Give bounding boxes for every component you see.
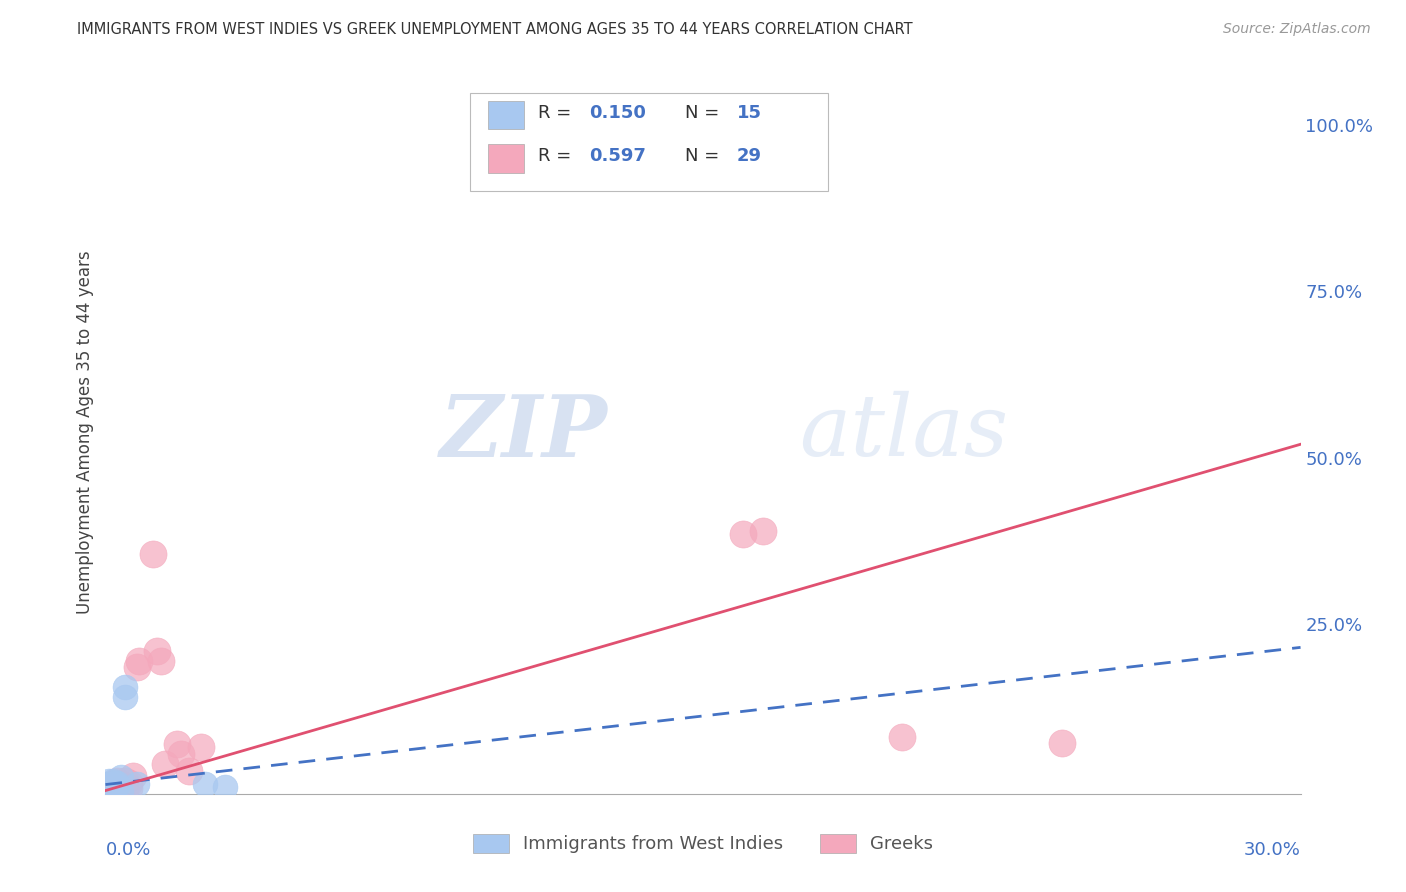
Point (98, 773, 121, 788)
FancyBboxPatch shape (488, 145, 524, 172)
Point (107, 777, 129, 791)
Text: R =: R = (538, 103, 576, 121)
Text: 29: 29 (737, 147, 762, 165)
Point (1050, 736, 1073, 750)
Point (114, 681, 136, 695)
Point (153, 756, 177, 771)
Point (190, 740, 212, 755)
Point (731, 527, 754, 541)
Point (103, 780, 125, 795)
Point (122, 769, 145, 783)
Point (142, 547, 165, 561)
Point (146, 643, 169, 657)
Text: 0.597: 0.597 (589, 147, 647, 165)
Text: IMMIGRANTS FROM WEST INDIES VS GREEK UNEMPLOYMENT AMONG AGES 35 TO 44 YEARS CORR: IMMIGRANTS FROM WEST INDIES VS GREEK UNE… (77, 22, 912, 37)
Point (170, 747, 193, 761)
Point (107, 773, 129, 788)
Point (103, 777, 125, 791)
Point (110, 770, 132, 784)
Text: R =: R = (538, 147, 576, 165)
Text: 0.150: 0.150 (589, 103, 647, 121)
Point (114, 773, 136, 788)
Point (633, 118, 655, 132)
Text: 15: 15 (737, 103, 762, 121)
Point (104, 775, 127, 789)
Y-axis label: Unemployment Among Ages 35 to 44 years: Unemployment Among Ages 35 to 44 years (76, 251, 94, 615)
Point (98, 777, 121, 791)
Text: 30.0%: 30.0% (1244, 841, 1301, 859)
Point (103, 777, 125, 791)
Point (118, 780, 141, 795)
Point (107, 780, 129, 795)
Point (114, 780, 136, 795)
Point (118, 775, 141, 789)
Text: N =: N = (685, 147, 725, 165)
Point (110, 780, 132, 795)
Point (103, 773, 125, 788)
Point (127, 660, 149, 674)
Point (103, 780, 125, 795)
Point (214, 780, 236, 795)
Point (128, 654, 150, 668)
Point (98, 778, 121, 792)
Point (194, 777, 217, 791)
Point (177, 764, 201, 778)
Point (150, 654, 173, 668)
Point (114, 690, 136, 705)
Text: N =: N = (685, 103, 725, 121)
Text: 0.0%: 0.0% (105, 841, 150, 859)
Point (107, 775, 129, 789)
Point (110, 777, 132, 791)
Text: Source: ZipAtlas.com: Source: ZipAtlas.com (1223, 22, 1371, 37)
Legend: Immigrants from West Indies, Greeks: Immigrants from West Indies, Greeks (465, 827, 941, 861)
Point (98, 780, 121, 795)
Point (127, 777, 149, 791)
Point (110, 783, 132, 797)
Point (891, 731, 914, 745)
FancyBboxPatch shape (488, 101, 524, 129)
FancyBboxPatch shape (470, 93, 828, 191)
Text: ZIP: ZIP (440, 391, 607, 475)
Point (107, 778, 129, 792)
Text: atlas: atlas (799, 392, 1008, 474)
Point (751, 524, 773, 538)
Point (166, 737, 188, 751)
